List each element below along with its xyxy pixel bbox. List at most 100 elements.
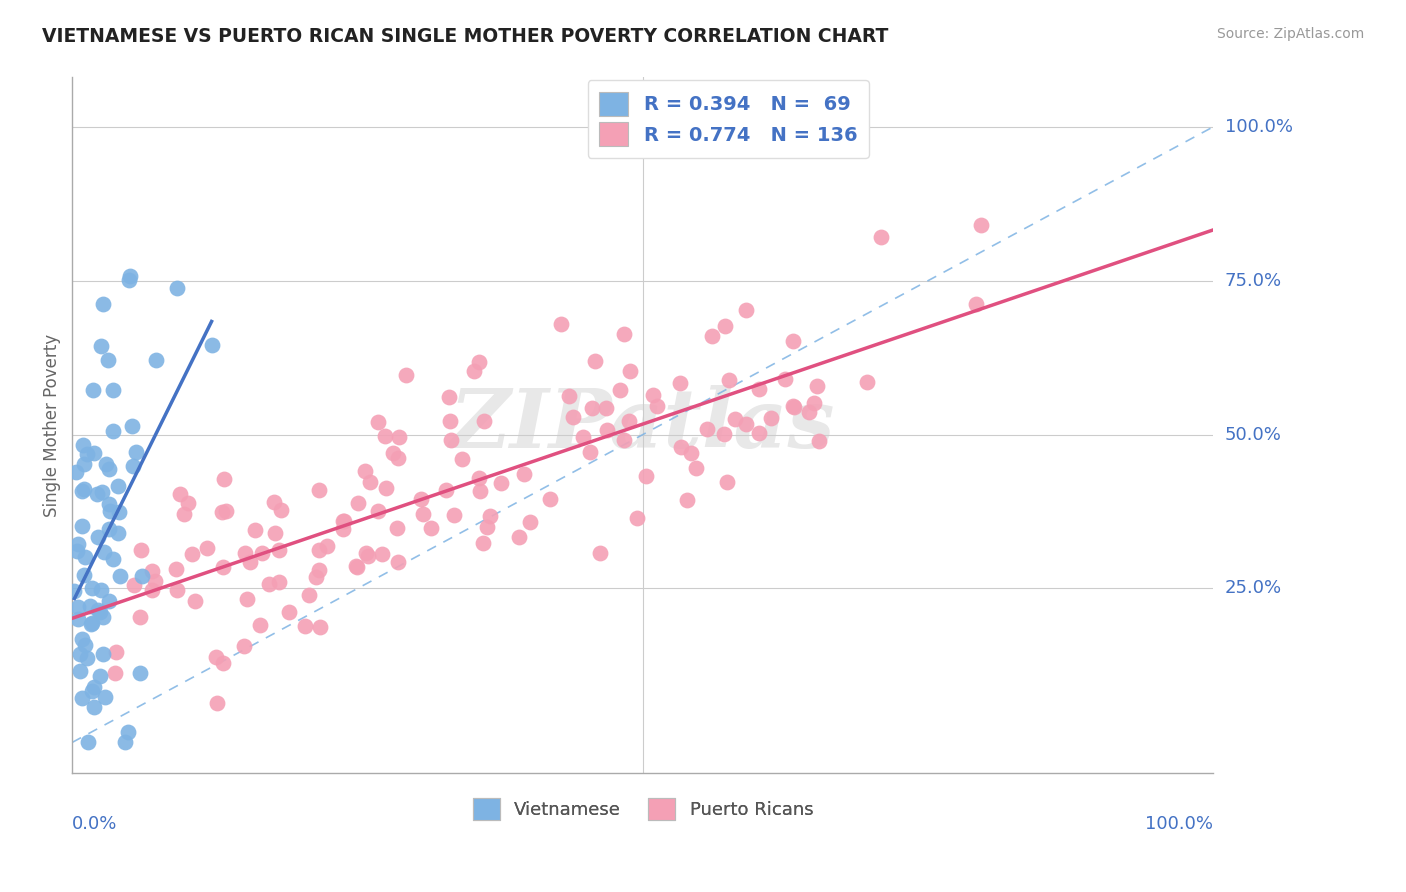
Point <box>305 570 328 584</box>
Point <box>619 414 641 428</box>
Point <box>94 690 117 705</box>
Point <box>773 372 796 386</box>
Point <box>676 492 699 507</box>
Point <box>354 464 377 478</box>
Point <box>419 520 441 534</box>
Point <box>583 354 606 368</box>
Point <box>696 422 718 436</box>
Point <box>233 545 256 559</box>
Point <box>72 438 94 452</box>
Text: 100.0%: 100.0% <box>1146 815 1213 833</box>
Point <box>259 577 281 591</box>
Point <box>173 507 195 521</box>
Point <box>76 651 98 665</box>
Point <box>579 445 602 459</box>
Point <box>333 514 356 528</box>
Point <box>73 457 96 471</box>
Point <box>89 605 111 619</box>
Point <box>205 649 228 664</box>
Point <box>359 475 381 489</box>
Point <box>211 559 233 574</box>
Point <box>759 410 782 425</box>
Point <box>308 563 330 577</box>
Point <box>332 514 354 528</box>
Point <box>98 504 121 518</box>
Point <box>394 368 416 382</box>
Point <box>97 522 120 536</box>
Point <box>409 491 432 506</box>
Point <box>90 583 112 598</box>
Point <box>613 433 636 447</box>
Point <box>107 525 129 540</box>
Point <box>108 569 131 583</box>
Point <box>249 618 271 632</box>
Point <box>748 382 770 396</box>
Point <box>76 735 98 749</box>
Point <box>66 537 89 551</box>
Point <box>90 339 112 353</box>
Point <box>141 564 163 578</box>
Point <box>80 582 103 596</box>
Point <box>87 530 110 544</box>
Point <box>70 483 93 498</box>
Point <box>73 482 96 496</box>
Point <box>236 591 259 606</box>
Point <box>98 461 121 475</box>
Point <box>101 384 124 398</box>
Point <box>412 507 434 521</box>
Point <box>122 458 145 473</box>
Point <box>83 700 105 714</box>
Point <box>143 574 166 589</box>
Point <box>440 433 463 447</box>
Point <box>477 519 499 533</box>
Point <box>80 684 103 698</box>
Point <box>308 483 330 498</box>
Point <box>107 479 129 493</box>
Point <box>713 426 735 441</box>
Point <box>519 515 541 529</box>
Point <box>626 511 648 525</box>
Point <box>104 645 127 659</box>
Point <box>93 545 115 559</box>
Point <box>97 352 120 367</box>
Point <box>294 619 316 633</box>
Point <box>450 452 472 467</box>
Point <box>735 302 758 317</box>
Point <box>76 447 98 461</box>
Point <box>211 505 233 519</box>
Point <box>679 446 702 460</box>
Point <box>596 424 619 438</box>
Point <box>558 389 581 403</box>
Point <box>463 364 485 378</box>
Point <box>124 578 146 592</box>
Point <box>489 476 512 491</box>
Point <box>550 317 572 331</box>
Point <box>145 353 167 368</box>
Point <box>748 426 770 441</box>
Point <box>671 441 693 455</box>
Point <box>278 605 301 619</box>
Point <box>471 536 494 550</box>
Point <box>468 471 491 485</box>
Point <box>121 419 143 434</box>
Point <box>803 396 825 410</box>
Point <box>346 560 368 574</box>
Point <box>128 665 150 680</box>
Point <box>385 521 408 535</box>
Point <box>267 575 290 590</box>
Point <box>245 523 267 537</box>
Point <box>970 219 993 233</box>
Point <box>91 647 114 661</box>
Point <box>212 656 235 670</box>
Text: 0.0%: 0.0% <box>72 815 118 833</box>
Point <box>166 281 188 295</box>
Text: 100.0%: 100.0% <box>1225 118 1292 136</box>
Point <box>308 543 330 558</box>
Point <box>354 546 377 560</box>
Point <box>101 551 124 566</box>
Point <box>118 273 141 287</box>
Point <box>647 399 669 413</box>
Text: 50.0%: 50.0% <box>1225 425 1281 443</box>
Point <box>104 666 127 681</box>
Point <box>177 496 200 510</box>
